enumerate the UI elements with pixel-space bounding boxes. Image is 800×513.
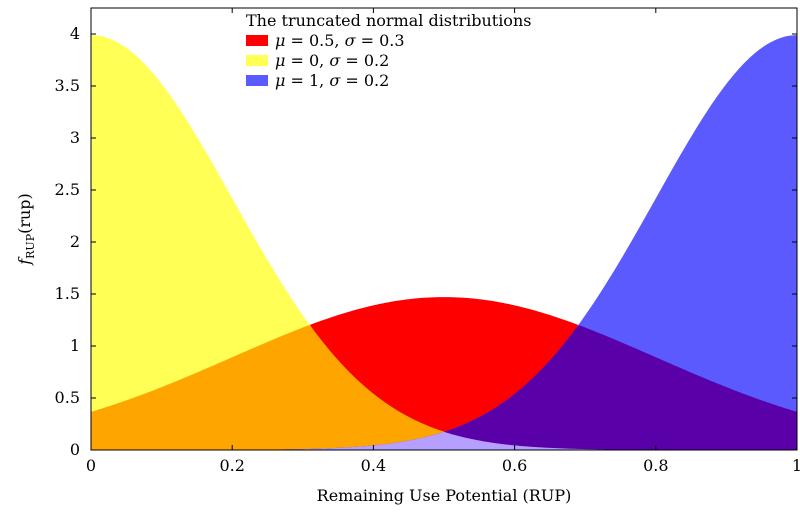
y-tick-label: 4 [70,24,80,43]
y-tick-label: 2.5 [55,180,80,199]
y-tick-label: 3 [70,128,80,147]
overlap-yellow-blue [91,431,797,450]
y-axis-label-sub: RUP [24,233,37,259]
legend-title: The truncated normal distributions [246,11,531,30]
y-tick-label: 2 [70,232,80,251]
x-tick-label: 1 [792,456,800,475]
x-tick-label: 0.8 [643,456,668,475]
y-tick-label: 0.5 [55,388,80,407]
y-tick-label: 1.5 [55,284,80,303]
legend-swatch [246,35,268,46]
legend-label: μ = 0.5, σ = 0.3 [275,31,405,50]
y-axis-label-main: f [15,256,34,266]
y-tick-label: 1 [70,336,80,355]
x-tick-label: 0.2 [219,456,244,475]
legend-swatch [246,75,268,86]
y-axis-label-tail: (rup) [15,193,34,234]
x-axis-label: Remaining Use Potential (RUP) [317,486,572,505]
y-tick-label: 3.5 [55,76,80,95]
density-areas [91,35,797,450]
legend-label: μ = 0, σ = 0.2 [275,51,389,70]
legend-label: μ = 1, σ = 0.2 [275,71,389,90]
x-tick-label: 0.6 [502,456,527,475]
y-axis-label: fRUP(rup) [15,193,37,266]
plot-frame [90,7,798,451]
x-tick-label: 0.4 [361,456,386,475]
y-tick-label: 0 [70,440,80,459]
x-tick-label: 0 [86,456,96,475]
axis-ticks: 0 0.2 0.4 0.6 0.8 1 0 0.5 1 1.5 2 2.5 3 3.5 4 [55,8,800,475]
legend-swatch [246,55,268,66]
overlap-red-yellow [91,325,797,450]
overlap-red-blue [91,325,797,450]
